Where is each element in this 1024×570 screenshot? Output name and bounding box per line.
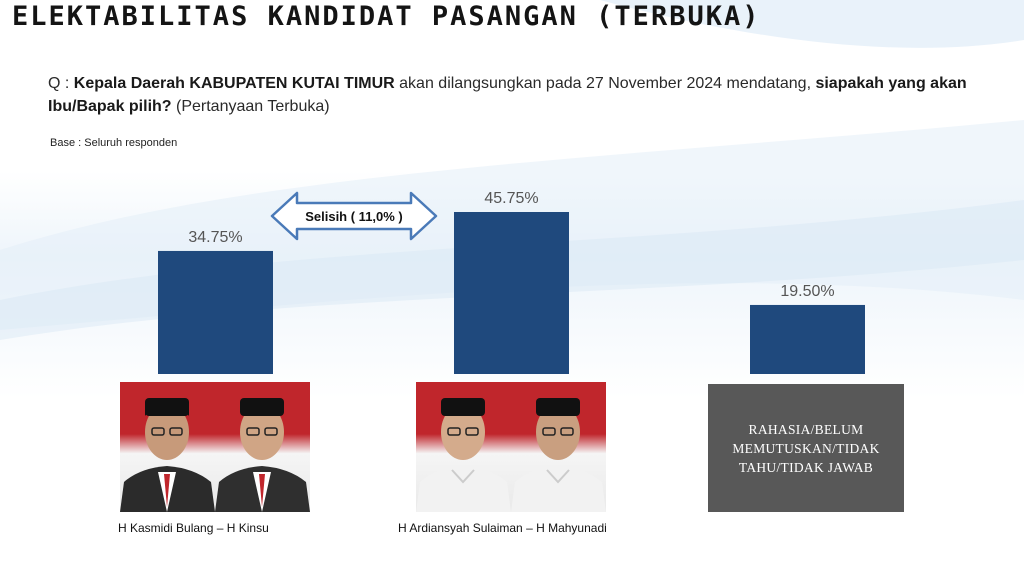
question-date: akan dilangsungkan pada 27 November 2024… xyxy=(394,75,816,92)
question-ask: siapakah yang akan Ibu/Bapak pilih? xyxy=(48,75,967,115)
question-text: Q : Kepala Daerah KABUPATEN KUTAI TIMUR … xyxy=(48,72,978,118)
undecided-box: RAHASIA/BELUM MEMUTUSKAN/TIDAK TAHU/TIDA… xyxy=(708,384,904,512)
bar-1 xyxy=(158,250,273,374)
question-type: (Pertanyaan Terbuka) xyxy=(171,98,330,115)
question-prefix: Q : xyxy=(48,75,74,92)
candidate-name-2: H Ardiansyah Sulaiman – H Mahyunadi xyxy=(398,521,607,535)
candidate-name-1: H Kasmidi Bulang – H Kinsu xyxy=(118,521,269,535)
person-icon xyxy=(215,398,310,512)
question-region: Kepala Daerah KABUPATEN KUTAI TIMUR xyxy=(73,75,395,92)
candidate-photo-2 xyxy=(416,382,606,512)
value-label-2: 45.75% xyxy=(484,190,538,207)
value-label-1: 34.75% xyxy=(188,229,242,246)
selisih-arrow: Selisih ( 11,0% ) xyxy=(270,191,438,241)
candidate-photo-1 xyxy=(120,382,310,512)
bar-3 xyxy=(750,304,865,374)
person-icon xyxy=(416,398,511,512)
page-title: ELEKTABILITAS KANDIDAT PASANGAN (TERBUKA… xyxy=(12,1,761,32)
bars-group: 34.75% 45.75% 19.50% xyxy=(158,190,865,374)
person-icon xyxy=(120,398,215,512)
bar-2 xyxy=(454,212,569,374)
undecided-label: RAHASIA/BELUM MEMUTUSKAN/TIDAK TAHU/TIDA… xyxy=(732,421,880,475)
base-note: Base : Seluruh responden xyxy=(50,137,178,149)
selisih-label: Selisih ( 11,0% ) xyxy=(305,209,403,224)
person-icon xyxy=(511,398,606,512)
value-label-3: 19.50% xyxy=(780,283,834,300)
double-arrow-shape xyxy=(270,191,438,241)
